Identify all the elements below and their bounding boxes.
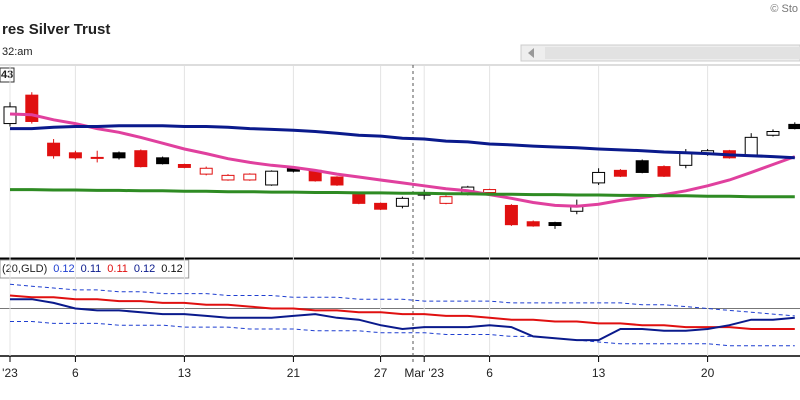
candle-body: [657, 166, 671, 177]
candle-body: [265, 170, 279, 186]
candle-body: [112, 152, 126, 159]
candle-body: [613, 169, 627, 177]
candle-body: [90, 156, 104, 159]
x-tick-label: '23: [2, 366, 18, 380]
candle-body: [68, 152, 82, 159]
x-tick-label: 27: [374, 366, 388, 380]
x-tick-label: 6: [486, 366, 493, 380]
scroll-thumb[interactable]: [545, 47, 800, 59]
candle-body: [483, 189, 497, 193]
series-line: [10, 188, 795, 199]
series-line: [10, 298, 795, 342]
series-line: [10, 124, 795, 160]
series-line: [9, 294, 795, 330]
candle-body: [592, 171, 606, 184]
candle-body: [25, 94, 39, 122]
x-tick-label: 21: [287, 366, 301, 380]
candle-body: [156, 157, 170, 165]
scroll-arrow[interactable]: [528, 48, 534, 58]
candle-body: [330, 176, 344, 186]
candle-body: [679, 152, 693, 166]
candle-body: [47, 142, 61, 157]
x-tick-label: 13: [178, 366, 192, 380]
candle-body: [744, 136, 758, 157]
candle-body: [134, 150, 148, 168]
candle-body: [548, 222, 562, 227]
x-tick-label: 13: [592, 366, 606, 380]
candle-body: [504, 204, 518, 226]
candle-body: [766, 131, 780, 136]
candle-body: [439, 196, 453, 204]
candle-body: [526, 221, 540, 227]
x-tick-label: 6: [72, 366, 79, 380]
legend-value: 0.11: [81, 263, 102, 275]
chart-title: res Silver Trust: [2, 21, 110, 38]
candle-body: [221, 174, 235, 181]
series-line: [9, 283, 795, 317]
indicator-legend: (20,GLD) 0.12 0.11 0.11 0.12 0.12: [0, 259, 190, 279]
legend-value: 0.12: [53, 263, 74, 275]
x-tick-label: 20: [701, 366, 715, 380]
price-badge-label: 43: [1, 69, 13, 81]
legend-value: 0.12: [134, 263, 155, 275]
candle-body: [352, 194, 366, 204]
candle-body: [788, 123, 800, 130]
copyright: © Sto: [770, 3, 798, 15]
x-tick-label: Mar '23: [404, 366, 444, 380]
legend-label: (20,GLD): [2, 263, 47, 275]
chart-subtitle: 32:am: [2, 46, 33, 58]
legend-value: 0.11: [107, 263, 128, 275]
candle-body: [635, 160, 649, 173]
candle-body: [374, 202, 388, 210]
legend-box: [0, 259, 190, 279]
candle-body: [243, 173, 257, 181]
candle-body: [395, 197, 409, 207]
series-line: [10, 321, 795, 347]
candle-body: [199, 167, 213, 175]
legend-value: 0.12: [161, 263, 182, 275]
candle-body: [177, 164, 191, 168]
